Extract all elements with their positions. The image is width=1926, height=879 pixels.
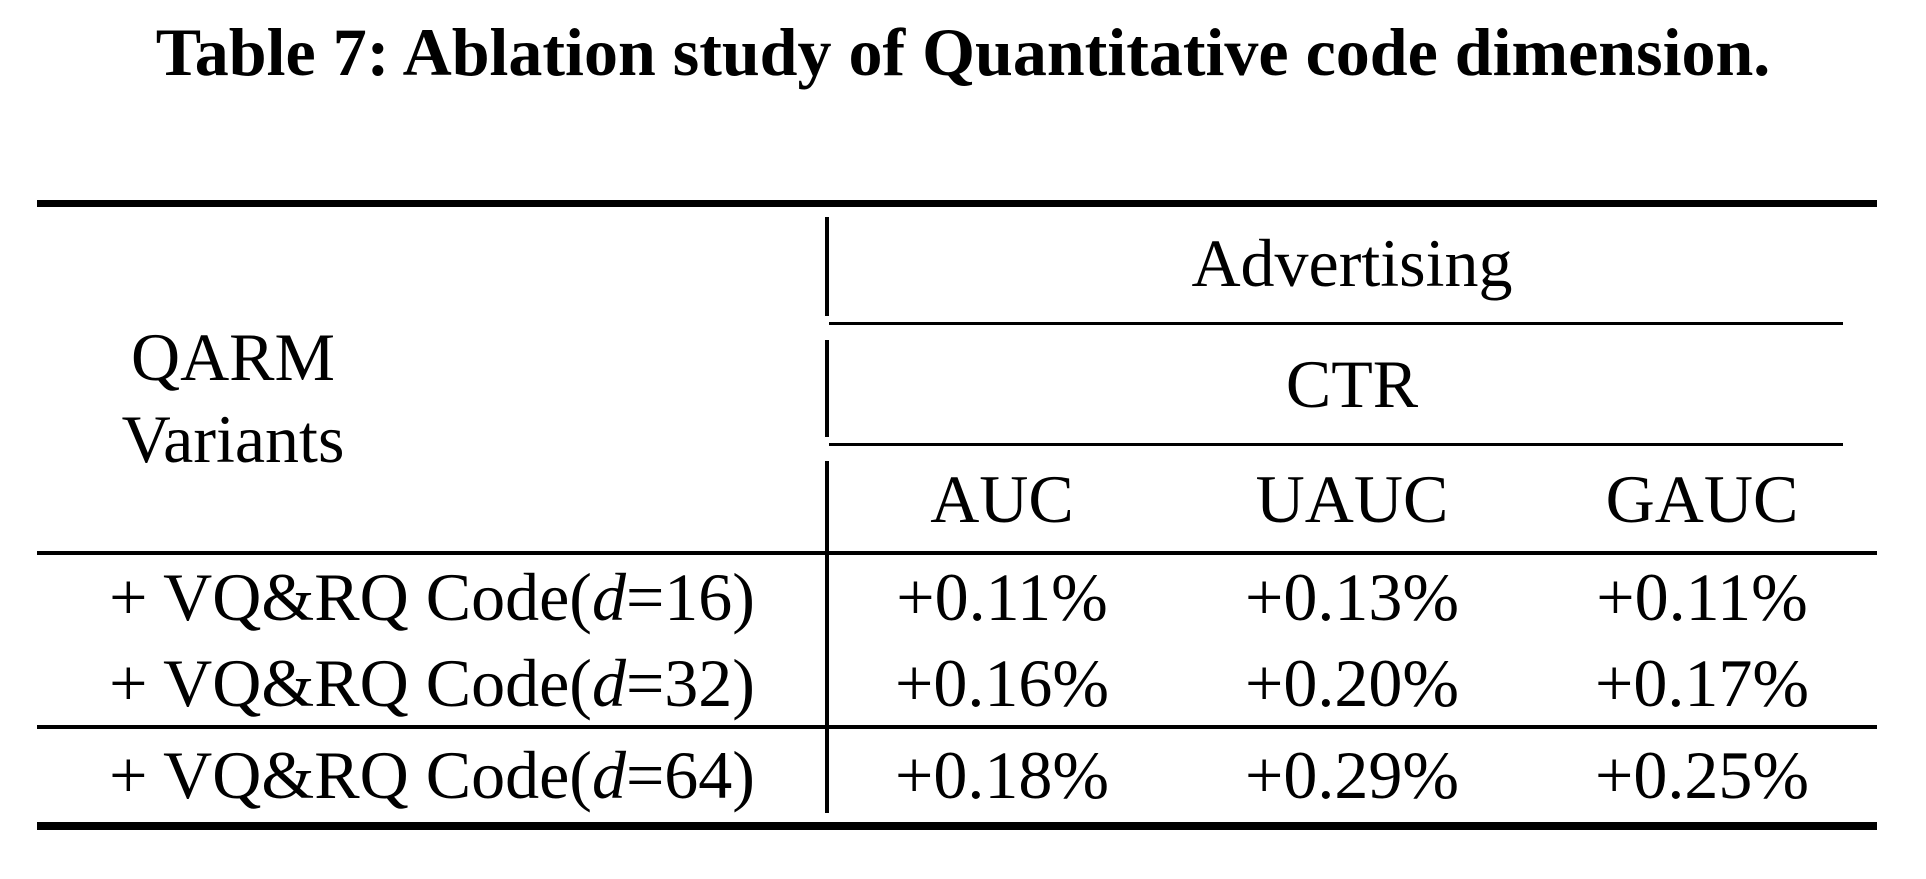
table-caption: Table 7: Ablation study of Quantitative … [155,14,1771,90]
value-d32-auc: +0.16% [895,645,1109,721]
row-label-d64: + VQ&RQ Code(d=64) [37,729,827,821]
bottom-rule [37,822,1877,830]
value-d32-uauc: +0.20% [1245,645,1459,721]
row-separator-rule [37,725,1877,729]
stub-header-line2: Variants [121,401,345,477]
column-divider-segment-bottom [825,461,829,813]
advertising-underline-rule [829,322,1843,325]
value-d32-gauc: +0.17% [1595,645,1809,721]
value-d16-auc: +0.11% [896,559,1108,635]
row-label-variable: d [591,645,626,721]
row-label-value: =32) [625,645,755,721]
value-d64-uauc: +0.29% [1245,737,1459,813]
top-rule [37,200,1877,207]
stub-header-line1: QARM [130,319,336,395]
row-label-d16: + VQ&RQ Code(d=16) [37,553,827,641]
row-label-d32: + VQ&RQ Code(d=32) [37,641,827,725]
column-header-uauc: UAUC [1255,461,1449,537]
row-label-variable: d [591,559,626,635]
column-group-header-advertising: Advertising [1191,225,1513,301]
row-label-text: + VQ&RQ Code( [109,737,592,813]
row-label-text: + VQ&RQ Code( [109,559,592,635]
header-body-midrule [37,551,1877,555]
column-subgroup-header-ctr: CTR [1285,346,1419,422]
value-d64-auc: +0.18% [895,737,1109,813]
ctr-underline-rule [829,443,1843,446]
column-divider-segment-top [825,217,829,316]
row-label-value: =16) [625,559,755,635]
column-header-gauc: GAUC [1605,461,1799,537]
column-header-auc: AUC [930,461,1074,537]
row-label-variable: d [591,737,626,813]
row-label-text: + VQ&RQ Code( [109,645,592,721]
value-d16-gauc: +0.11% [1596,559,1808,635]
stub-header: QARM Variants [37,316,429,480]
value-d16-uauc: +0.13% [1245,559,1459,635]
row-label-value: =64) [625,737,755,813]
value-d64-gauc: +0.25% [1595,737,1809,813]
column-divider-segment-middle [825,340,829,437]
